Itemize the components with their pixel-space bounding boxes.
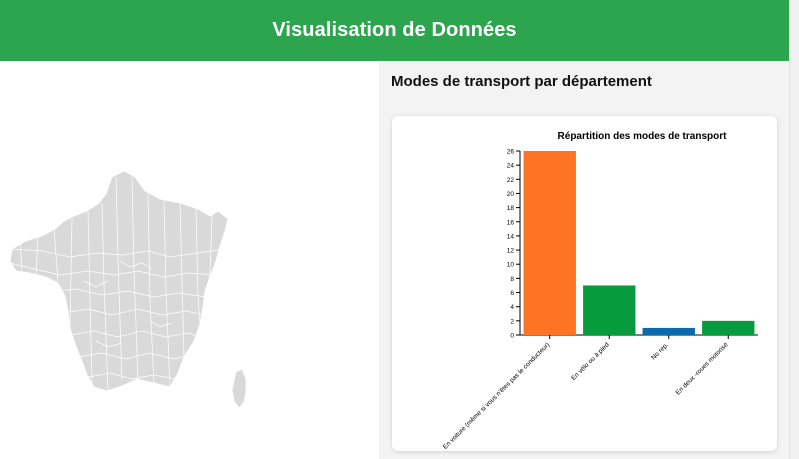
y-tick-label: 12: [507, 248, 515, 255]
y-tick-label: 24: [507, 163, 515, 170]
chart-title: Répartition des modes de transport: [558, 131, 728, 142]
department-boundary: [35, 236, 39, 276]
y-tick-label: 6: [510, 290, 514, 297]
y-tick-label: 26: [507, 149, 515, 156]
x-tick-label: En vélo ou à pied: [570, 341, 611, 382]
chart-panel: Modes de transport par département Répar…: [379, 61, 789, 459]
department-boundary: [147, 192, 155, 384]
chart-bars: [523, 151, 755, 335]
app-header: Visualisation de Données: [0, 0, 789, 61]
department-boundary: [115, 176, 123, 382]
x-tick-label: No rep.: [650, 341, 670, 361]
department-boundary: [10, 248, 227, 258]
window-scroll-edge[interactable]: [789, 0, 799, 459]
department-boundary: [131, 176, 139, 380]
y-tick-label: 16: [507, 219, 515, 226]
department-boundary: [69, 330, 201, 338]
x-tick-label: En deux -roues motorisé: [675, 341, 730, 396]
y-tick-label: 8: [510, 276, 514, 283]
department-boundary: [53, 288, 207, 298]
department-boundary: [77, 352, 191, 360]
department-boundaries: [10, 176, 227, 391]
app-title: Visualisation de Données: [272, 19, 517, 41]
y-tick-label: 2: [510, 318, 514, 325]
section-title: Modes de transport par département: [391, 73, 652, 90]
department-boundary: [179, 202, 185, 358]
bar-1[interactable]: [523, 151, 576, 335]
x-tick-label: En voiture (même si vous n'êtes pas le c…: [442, 341, 551, 450]
department-boundary: [195, 208, 201, 324]
department-boundary: [95, 340, 123, 348]
corsica[interactable]: [231, 368, 247, 409]
department-boundary: [87, 372, 177, 380]
bar-3[interactable]: [642, 327, 695, 335]
y-tick-label: 0: [510, 333, 514, 340]
y-tick-label: 22: [507, 177, 515, 184]
x-axis: En voiture (même si vous n'êtes pas le c…: [442, 334, 758, 451]
department-boundary: [149, 320, 173, 328]
department-boundary: [119, 260, 153, 270]
department-boundary: [53, 228, 59, 282]
y-tick-label: 18: [507, 205, 515, 212]
department-boundary: [101, 202, 109, 391]
department-boundary: [61, 308, 205, 316]
bar-chart[interactable]: Répartition des modes de transport 02468…: [392, 116, 777, 451]
department-boundary: [87, 210, 93, 384]
y-tick-label: 14: [507, 233, 515, 240]
y-tick-label: 10: [507, 262, 515, 269]
y-tick-label: 20: [507, 191, 515, 198]
map-panel: [0, 61, 379, 459]
bar-4[interactable]: [702, 320, 755, 335]
y-tick-label: 4: [510, 304, 514, 311]
france-map[interactable]: [0, 61, 379, 459]
bar-2[interactable]: [583, 285, 636, 335]
department-boundary: [163, 198, 171, 388]
department-boundary: [83, 280, 109, 288]
department-boundary: [10, 262, 217, 278]
